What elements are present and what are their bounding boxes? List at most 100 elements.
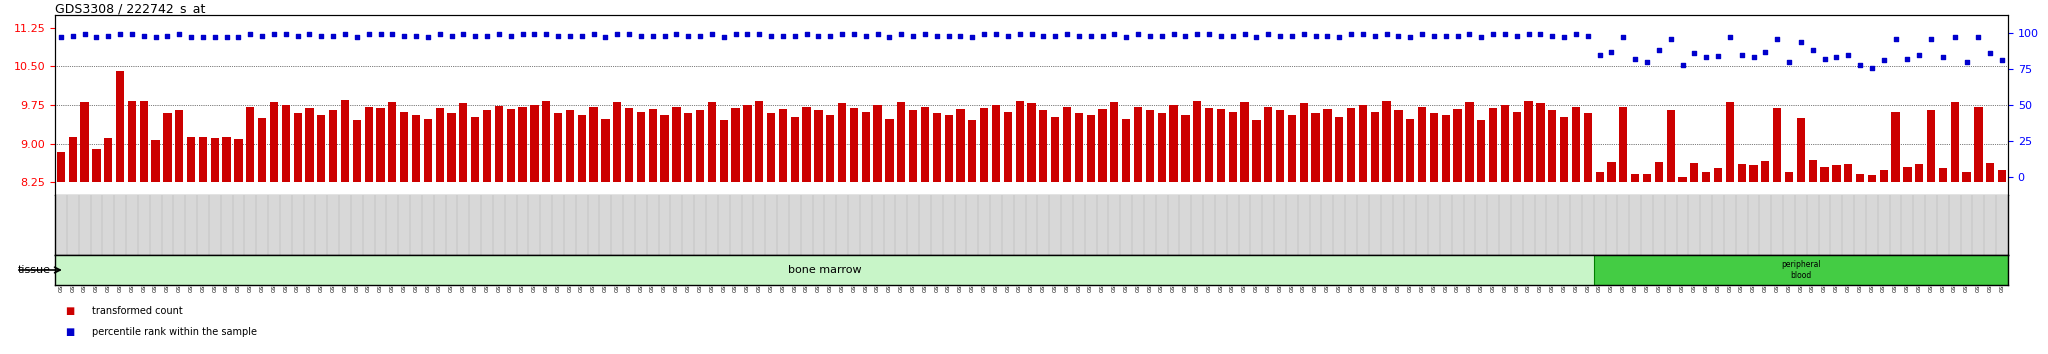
Point <box>969 32 1001 37</box>
Bar <box>1595 172 1604 182</box>
Bar <box>862 112 870 182</box>
Bar <box>578 115 586 182</box>
Bar <box>1430 113 1438 182</box>
Point <box>377 32 410 37</box>
Point <box>1524 32 1556 37</box>
Point <box>803 33 836 39</box>
Text: transformed count: transformed count <box>92 306 182 316</box>
Point <box>696 32 729 37</box>
Point <box>885 32 918 37</box>
Point <box>553 33 586 39</box>
Point <box>743 32 776 37</box>
Point <box>1038 33 1071 39</box>
Point <box>494 33 526 39</box>
Bar <box>436 108 444 182</box>
Bar <box>1833 165 1841 182</box>
Bar <box>1655 161 1663 182</box>
Point <box>791 32 823 37</box>
Bar <box>365 107 373 182</box>
Bar <box>1122 119 1130 182</box>
Point <box>813 33 846 39</box>
Bar <box>1251 120 1260 182</box>
Bar <box>1749 165 1757 182</box>
Bar <box>471 117 479 182</box>
Bar <box>1382 101 1391 182</box>
Point <box>1677 50 1710 56</box>
Bar <box>1950 102 1958 182</box>
Bar <box>553 113 563 182</box>
Point <box>1405 32 1438 37</box>
Point <box>1595 49 1628 55</box>
Bar <box>1335 117 1343 182</box>
Point <box>1098 32 1130 37</box>
Point <box>92 33 125 39</box>
Bar <box>885 119 893 182</box>
Bar <box>1642 175 1651 182</box>
Bar <box>459 103 467 182</box>
Bar <box>1737 164 1745 182</box>
Point <box>1004 32 1036 37</box>
Bar <box>530 105 539 182</box>
Bar <box>1087 115 1096 182</box>
Text: tissue: tissue <box>18 265 51 275</box>
Point <box>164 32 197 37</box>
Point <box>1761 36 1794 41</box>
Point <box>1229 32 1262 37</box>
Point <box>1642 47 1675 53</box>
Point <box>766 33 799 39</box>
Bar <box>897 102 905 182</box>
Point <box>756 33 788 39</box>
Bar <box>1358 105 1368 182</box>
Point <box>1157 32 1190 37</box>
Point <box>1075 33 1108 39</box>
Bar <box>1323 109 1331 182</box>
Bar <box>1821 167 1829 182</box>
Bar <box>117 70 125 182</box>
Point <box>317 33 350 39</box>
Point <box>152 33 184 39</box>
Point <box>991 33 1024 39</box>
Point <box>1382 33 1415 39</box>
Point <box>1536 33 1569 39</box>
Point <box>270 32 303 37</box>
Bar <box>709 102 717 182</box>
Bar <box>1927 110 1935 182</box>
Point <box>104 32 137 37</box>
Bar <box>922 107 930 182</box>
Bar <box>1690 163 1698 182</box>
Point <box>1501 33 1534 39</box>
Point <box>68 32 100 37</box>
Point <box>446 32 479 37</box>
Bar <box>1110 102 1118 182</box>
Point <box>1204 33 1237 39</box>
Point <box>1548 34 1581 40</box>
Point <box>1442 33 1475 39</box>
Point <box>731 32 764 37</box>
Point <box>1335 32 1368 37</box>
Point <box>1417 33 1450 39</box>
Bar <box>1477 120 1485 182</box>
Bar <box>389 102 397 182</box>
Point <box>625 33 657 39</box>
Bar <box>731 108 739 182</box>
Bar <box>1454 109 1462 182</box>
Point <box>1821 55 1853 60</box>
Point <box>115 32 147 37</box>
Point <box>1251 32 1284 37</box>
Point <box>340 34 373 40</box>
Bar <box>649 109 657 182</box>
Bar <box>1348 108 1356 182</box>
Text: GDS3308 / 222742_s_at: GDS3308 / 222742_s_at <box>55 2 205 15</box>
Point <box>399 33 432 39</box>
Bar <box>1667 110 1675 182</box>
Point <box>1774 59 1806 65</box>
Bar <box>590 107 598 182</box>
Point <box>1714 34 1747 40</box>
Bar <box>602 119 610 182</box>
Text: percentile rank within the sample: percentile rank within the sample <box>92 327 256 337</box>
Bar <box>944 115 952 182</box>
Bar <box>246 107 254 182</box>
Bar <box>1593 255 2007 285</box>
Point <box>328 32 360 37</box>
Bar <box>1524 101 1532 182</box>
